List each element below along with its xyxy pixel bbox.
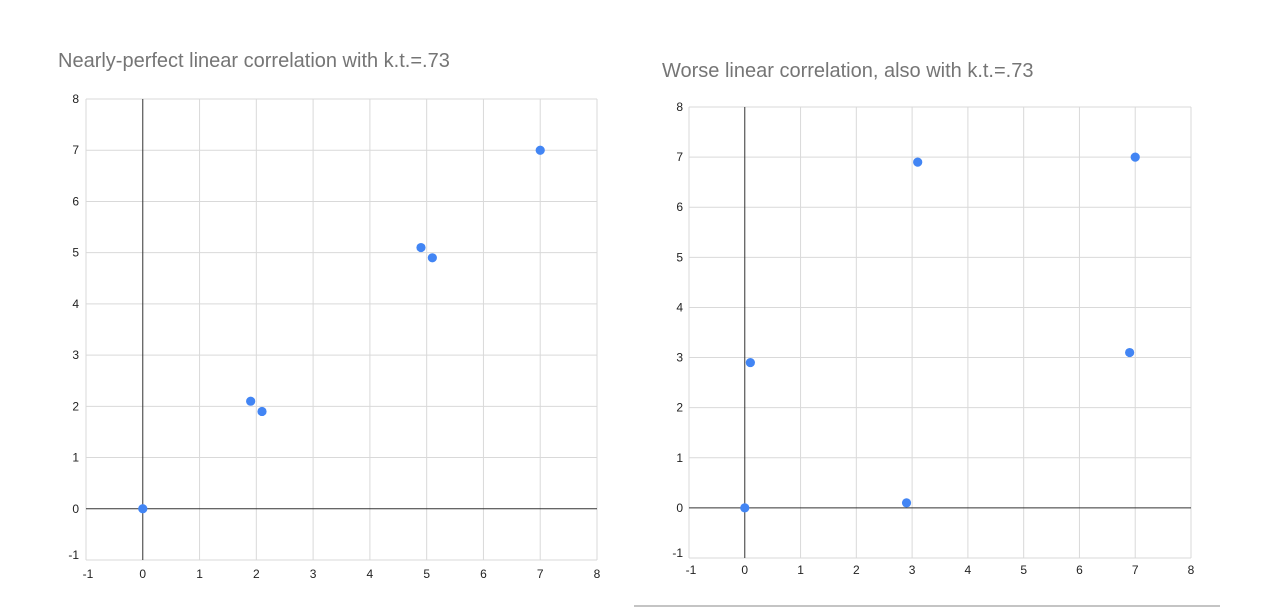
y-tick-label: -1 [68, 548, 79, 562]
y-tick-label: 8 [72, 92, 79, 106]
data-points [138, 145, 545, 514]
x-tick-label: 8 [1188, 563, 1195, 577]
x-tick-label: 6 [480, 567, 487, 581]
y-tick-label: 5 [676, 250, 683, 264]
x-tick-label: 6 [1076, 563, 1083, 577]
x-tick-label: -1 [686, 563, 697, 577]
gridlines [85, 98, 598, 561]
x-tick-label: 4 [367, 567, 374, 581]
x-tick-label: 5 [423, 567, 430, 581]
x-tick-label: 0 [139, 567, 146, 581]
data-point[interactable] [427, 253, 437, 263]
x-tick-label: 1 [196, 567, 203, 581]
y-tick-label: -1 [672, 546, 683, 560]
y-tick-label: 8 [676, 100, 683, 114]
data-points [740, 152, 1140, 513]
y-tick-label: 7 [72, 143, 79, 157]
x-tick-label: 0 [741, 563, 748, 577]
y-tick-label: 7 [676, 150, 683, 164]
gridlines [688, 106, 1192, 559]
x-tick-label: 2 [253, 567, 260, 581]
y-tick-label: 0 [676, 501, 683, 515]
y-tick-label: 5 [72, 246, 79, 260]
y-tick-label: 1 [72, 451, 79, 465]
x-tick-label: 7 [1132, 563, 1139, 577]
chart-title: Worse linear correlation, also with k.t.… [662, 60, 1033, 82]
x-tick-label: 5 [1020, 563, 1027, 577]
x-tick-label: 8 [594, 567, 601, 581]
y-tick-label: 2 [72, 399, 79, 413]
data-point[interactable] [913, 157, 923, 167]
y-tick-label: 3 [72, 348, 79, 362]
x-tick-label: 3 [310, 567, 317, 581]
data-point[interactable] [901, 498, 912, 508]
data-point[interactable] [257, 406, 267, 417]
data-point[interactable] [535, 145, 545, 155]
y-tick-label: 0 [72, 502, 79, 516]
data-point[interactable] [246, 396, 256, 406]
x-tick-label: -1 [83, 567, 94, 581]
data-point[interactable] [1130, 152, 1140, 162]
y-tick-label: 2 [676, 401, 683, 415]
y-tick-label: 4 [676, 300, 683, 314]
data-point[interactable] [740, 503, 750, 513]
y-tick-label: 3 [676, 351, 683, 365]
data-point[interactable] [416, 242, 426, 253]
x-tick-label: 4 [965, 563, 972, 577]
x-tick-label: 2 [853, 563, 860, 577]
data-point[interactable] [745, 357, 755, 368]
scatter-chart-1: Nearly-perfect linear correlation with k… [58, 50, 601, 581]
x-tick-label: 3 [909, 563, 916, 577]
y-tick-label: 1 [676, 451, 683, 465]
y-tick-label: 6 [676, 200, 683, 214]
y-tick-label: 4 [72, 297, 79, 311]
x-tick-label: 1 [797, 563, 804, 577]
data-point[interactable] [138, 504, 148, 514]
chart-title: Nearly-perfect linear correlation with k… [58, 50, 450, 72]
data-point[interactable] [1125, 347, 1135, 358]
y-tick-label: 6 [72, 194, 79, 208]
scatter-chart-2: Worse linear correlation, also with k.t.… [662, 60, 1195, 577]
x-tick-label: 7 [537, 567, 544, 581]
